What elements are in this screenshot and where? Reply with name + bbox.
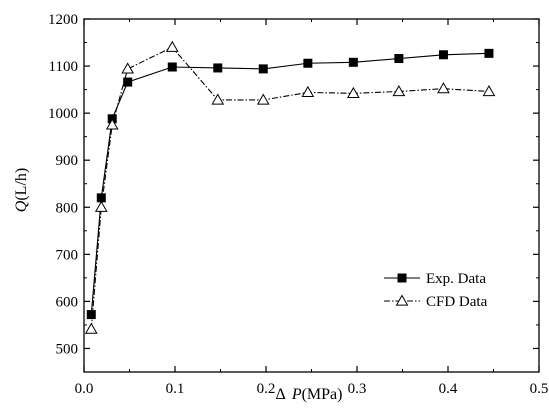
y-tick-label: 800 bbox=[56, 200, 79, 216]
y-tick-label: 1200 bbox=[48, 12, 78, 28]
legend: Exp. Data CFD Data bbox=[384, 271, 488, 310]
legend-label: CFD Data bbox=[426, 294, 488, 310]
data-point bbox=[438, 50, 448, 60]
data-point bbox=[482, 84, 496, 97]
data-point bbox=[394, 54, 404, 64]
data-point bbox=[123, 77, 133, 87]
series-line bbox=[90, 52, 489, 315]
x-tick-label: 0.5 bbox=[530, 381, 549, 397]
data-point bbox=[211, 93, 225, 105]
x-axis-label-unit: (MPa) bbox=[302, 386, 343, 403]
y-axis-label: Q(L/h) bbox=[13, 168, 30, 212]
x-tick-label: 0.1 bbox=[166, 381, 185, 397]
series-2 bbox=[84, 40, 496, 334]
data-point bbox=[484, 48, 494, 58]
data-point bbox=[121, 62, 135, 74]
data-point bbox=[86, 310, 96, 320]
data-point bbox=[105, 118, 119, 130]
y-tick-label: 1000 bbox=[48, 106, 78, 122]
x-axis: 0.0 0.1 0.2 0.3 0.4 0.5 bbox=[75, 19, 549, 397]
y-tick-label: 700 bbox=[56, 247, 79, 263]
y-axis: 500 600 700 800 900 1000 1100 1200 bbox=[48, 12, 539, 357]
x-axis-label-symbol: Δ bbox=[276, 386, 286, 403]
data-point bbox=[437, 82, 450, 94]
data-point bbox=[303, 58, 313, 68]
legend-entry: Exp. Data bbox=[384, 271, 486, 287]
data-point bbox=[94, 200, 108, 212]
legend-marker bbox=[395, 294, 409, 306]
series-line bbox=[90, 46, 489, 330]
y-tick-label: 900 bbox=[56, 153, 79, 169]
legend-label: Exp. Data bbox=[426, 271, 486, 287]
x-tick-label: 0.4 bbox=[439, 381, 458, 397]
data-point bbox=[213, 63, 223, 73]
data-point bbox=[165, 40, 179, 52]
x-tick-label: 0.2 bbox=[257, 381, 276, 397]
data-point bbox=[348, 57, 358, 67]
x-axis-label-variable: P bbox=[291, 386, 302, 403]
plot-frame bbox=[83, 18, 540, 373]
y-tick-label: 1100 bbox=[49, 59, 78, 75]
data-point bbox=[392, 84, 406, 97]
data-point bbox=[256, 93, 270, 105]
data-point bbox=[84, 322, 98, 334]
plot-border bbox=[83, 18, 540, 373]
data-point bbox=[258, 64, 268, 74]
x-axis-label: Δ P(MPa) bbox=[276, 386, 343, 403]
y-axis-label-variable: Q bbox=[13, 200, 30, 212]
y-tick-label: 600 bbox=[56, 294, 79, 310]
data-point bbox=[301, 85, 315, 98]
y-axis-label-unit: (L/h) bbox=[13, 168, 30, 201]
series-layer bbox=[84, 40, 496, 334]
data-point bbox=[167, 62, 177, 72]
y-tick-label: 500 bbox=[56, 341, 79, 357]
legend-marker bbox=[397, 273, 407, 283]
x-tick-label: 0.0 bbox=[75, 381, 94, 397]
data-point bbox=[346, 86, 360, 98]
legend-entry: CFD Data bbox=[384, 294, 488, 310]
x-tick-label: 0.3 bbox=[348, 381, 367, 397]
data-point bbox=[96, 193, 106, 203]
series-1 bbox=[86, 48, 494, 320]
